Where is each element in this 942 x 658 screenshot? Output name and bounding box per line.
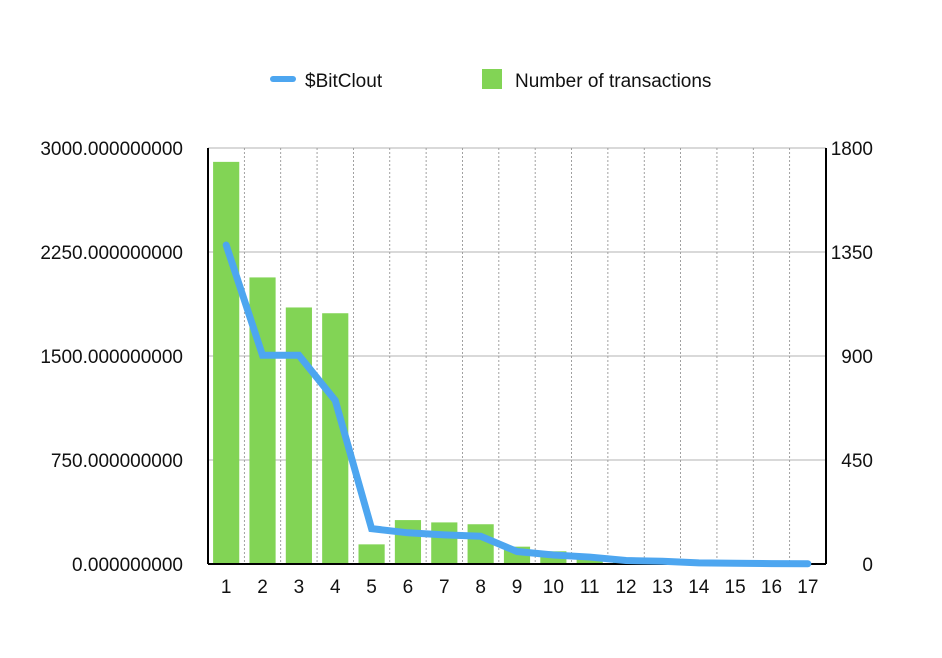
x-tick-label: 2 xyxy=(257,577,268,598)
bar xyxy=(358,544,385,564)
x-tick-label: 8 xyxy=(475,577,486,598)
bar xyxy=(467,524,494,564)
bar xyxy=(213,161,240,564)
bar xyxy=(394,520,422,564)
legend: $BitClout Number of transactions xyxy=(270,69,711,92)
x-tick-label: 4 xyxy=(330,577,341,598)
x-tick-label: 16 xyxy=(761,577,782,598)
legend-bar-swatch xyxy=(482,69,502,89)
left-tick-label: 0.000000000 xyxy=(72,555,183,576)
right-axis-ticks: 0 450 900 1350 1800 xyxy=(831,139,873,576)
right-tick-label: 900 xyxy=(841,347,873,368)
x-tick-label: 17 xyxy=(797,577,818,598)
x-tick-label: 14 xyxy=(688,577,710,598)
x-tick-label: 1 xyxy=(221,577,232,598)
x-tick-label: 9 xyxy=(512,577,523,598)
x-tick-label: 3 xyxy=(294,577,305,598)
x-tick-label: 6 xyxy=(403,577,414,598)
line-series-bitclout xyxy=(222,241,812,568)
x-tick-label: 5 xyxy=(366,577,377,598)
right-tick-label: 1800 xyxy=(831,139,873,160)
x-tick-label: 11 xyxy=(580,577,600,598)
right-tick-label: 450 xyxy=(841,451,873,472)
x-tick-label: 7 xyxy=(439,577,450,598)
right-tick-label: 1350 xyxy=(831,243,873,264)
left-tick-label: 750.000000000 xyxy=(51,451,183,472)
x-axis-ticks: 1 2 3 4 5 6 7 8 9 10 11 12 13 14 15 16 17 xyxy=(221,577,819,598)
x-tick-label: 12 xyxy=(615,577,636,598)
left-axis-ticks: 0.000000000 750.000000000 1500.000000000 22… xyxy=(40,139,183,576)
line-layer xyxy=(222,241,812,568)
bar xyxy=(285,307,312,564)
left-tick-label: 3000.000000000 xyxy=(40,139,183,160)
left-tick-label: 2250.000000000 xyxy=(40,243,183,264)
x-tick-label: 10 xyxy=(543,577,564,598)
x-tick-label: 15 xyxy=(725,577,746,598)
legend-label-bitclout: $BitClout xyxy=(305,71,383,92)
left-tick-label: 1500.000000000 xyxy=(40,347,183,368)
right-tick-label: 0 xyxy=(862,555,873,576)
bar xyxy=(431,522,458,564)
legend-label-transactions: Number of transactions xyxy=(515,71,711,92)
x-tick-label: 13 xyxy=(652,577,673,598)
